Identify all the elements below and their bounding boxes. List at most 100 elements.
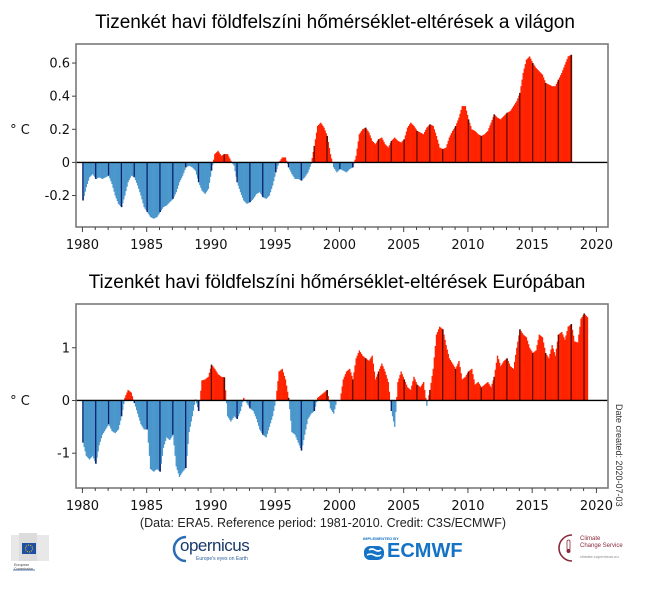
chart-2-bar — [333, 400, 335, 414]
chart-1-bar — [85, 162, 88, 188]
chart-1-bar — [143, 162, 145, 208]
chart-1-bar — [476, 133, 478, 163]
chart-1-bar — [421, 133, 424, 163]
chart-1-bar — [376, 140, 379, 163]
chart-2-bar — [459, 367, 461, 401]
chart-2-bar — [552, 348, 554, 401]
chart-2-bar — [273, 400, 275, 412]
chart-1-ytick-label: -0.2 — [45, 189, 70, 204]
chart-2-bar — [465, 374, 468, 401]
chart-1-bar — [217, 150, 219, 163]
chart-1-bar — [266, 162, 268, 198]
chart-2-bar — [354, 365, 356, 401]
chart-2-bar — [164, 400, 167, 441]
ec-line2: Commission — [14, 567, 34, 571]
chart-2-bar — [367, 360, 369, 401]
chart-2-bar — [446, 349, 448, 401]
chart-2-bar — [522, 334, 524, 401]
chart-1-bar — [340, 162, 342, 170]
chart-1-xtick-label: 2005 — [387, 238, 420, 253]
chart-1-bar — [477, 134, 479, 163]
chart-1-bar — [485, 133, 487, 163]
chart-1-bar — [557, 79, 560, 163]
chart-2-bar — [223, 377, 226, 401]
chart-2-bar — [283, 375, 286, 401]
chart-2-bar — [501, 364, 503, 401]
chart-1-bar — [403, 139, 406, 163]
chart-2-bar — [412, 381, 414, 401]
chart-2-bar — [492, 380, 494, 401]
chart-2-bar — [535, 350, 537, 401]
chart-2-bar — [225, 400, 228, 404]
chart-2-bar — [536, 345, 538, 401]
chart-2-bar — [364, 357, 366, 401]
chart-1-bar — [517, 98, 519, 163]
chart-2-bar — [87, 400, 90, 459]
chart-2-bar — [351, 375, 353, 401]
chart-2-bar — [543, 347, 546, 401]
chart-2-bar — [291, 400, 293, 433]
chart-2-bar — [537, 339, 539, 401]
chart-2-bar — [118, 400, 121, 426]
chart-1-bar — [149, 162, 152, 218]
chart-1-bar — [131, 162, 134, 177]
chart-2-bar — [274, 400, 276, 406]
chart-1-bar — [467, 119, 470, 163]
chart-2-bar — [154, 400, 156, 471]
chart-2-bar — [143, 400, 145, 430]
chart-1-bar — [170, 162, 172, 202]
chart-1-bar — [531, 60, 533, 163]
chart-2-bar — [503, 360, 505, 401]
chart-2-bar — [268, 400, 271, 427]
chart-2-bar — [528, 347, 531, 401]
chart-2-bar — [567, 326, 569, 401]
chart-2-bar — [555, 348, 558, 401]
chart-2-bar — [180, 400, 183, 474]
chart-2-bar — [342, 379, 345, 401]
chart-1-bar — [367, 130, 369, 163]
chart-2-bar — [144, 400, 146, 430]
chart-1-bar — [175, 162, 177, 193]
chart-1-bar — [92, 162, 94, 175]
chart-1-bar — [239, 162, 242, 193]
chart-2-bar — [533, 352, 535, 401]
chart-1-bar — [225, 154, 228, 163]
chart-1-bar — [134, 162, 137, 181]
chart-2-bar — [340, 393, 342, 401]
chart-2-xtick-label: 1980 — [66, 499, 99, 514]
chart-2-bar — [549, 353, 551, 401]
chart-2-bar — [177, 400, 180, 474]
chart-2-bar — [379, 368, 381, 401]
chart-2-bar — [98, 400, 100, 446]
chart-2-ytick-label: 0 — [62, 394, 70, 409]
chart-1-bar — [465, 110, 468, 163]
chart-2-bar — [192, 400, 195, 411]
chart-1-bar — [458, 117, 460, 163]
chart-2-bar — [454, 367, 456, 401]
chart-2-bar — [581, 317, 583, 401]
chart-1-bar — [413, 125, 415, 163]
chart-2-bar — [94, 400, 96, 462]
chart-2-bar — [279, 370, 281, 401]
chart-2-bar — [145, 400, 147, 430]
chart-2-bar — [547, 356, 549, 401]
chart-1-bar — [547, 84, 549, 163]
chart-1-bar — [394, 137, 396, 163]
chart-1-bar — [527, 57, 530, 163]
chart-1-bar — [551, 86, 553, 163]
chart-2-bar — [328, 400, 331, 403]
chart-2-bar — [435, 334, 438, 401]
chart-1-bar — [360, 130, 363, 163]
chart-2-bar — [420, 385, 423, 401]
chart-2-bar — [255, 400, 258, 419]
chart-1-bar — [140, 162, 142, 196]
chart-1-bar — [526, 58, 529, 163]
chart-1-bar — [237, 162, 240, 186]
chart-1-bar — [282, 157, 285, 163]
chart-1-bar — [481, 135, 484, 163]
chart-1-frame — [75, 43, 609, 228]
chart-1-bar — [330, 158, 333, 163]
chart-2-bar — [353, 372, 355, 401]
chart-1-bar — [148, 162, 151, 216]
chart-1-bar — [326, 135, 328, 163]
